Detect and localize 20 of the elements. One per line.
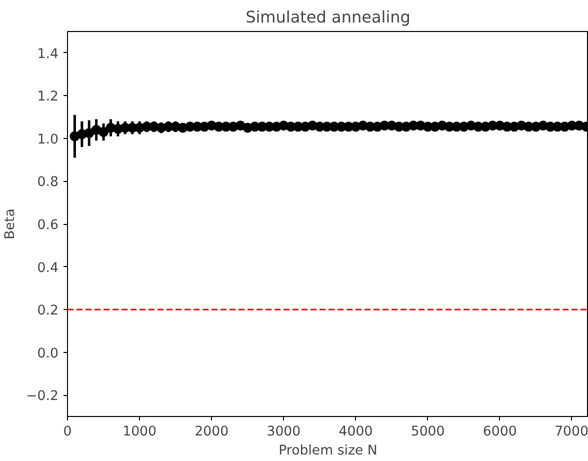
x-tick-label: 4000	[338, 424, 373, 440]
x-axis-title: Problem size N	[278, 444, 378, 458]
x-tick-label: 0	[63, 424, 72, 440]
y-tick-label: 0.0	[37, 346, 59, 362]
x-tick-label: 7000	[554, 424, 588, 440]
y-tick-label: 1.4	[37, 46, 59, 62]
y-tick-label: 0.2	[37, 304, 59, 319]
y-tick-label: 0.8	[37, 175, 59, 190]
y-tick-label: 1.0	[37, 132, 59, 148]
x-tick-label: 6000	[482, 424, 517, 440]
x-tick-label: 2000	[194, 424, 229, 440]
y-axis-title: Beta	[3, 208, 18, 240]
chart-title: Simulated annealing	[246, 8, 410, 26]
y-tick-label: −0.2	[26, 389, 59, 404]
x-tick-label: 5000	[410, 424, 445, 440]
y-tick-label: 0.6	[37, 218, 59, 233]
x-tick-label: 3000	[266, 424, 301, 440]
y-tick-label: 1.2	[37, 90, 59, 105]
y-tick-label: 0.4	[37, 260, 59, 276]
x-tick-label: 1000	[122, 424, 157, 440]
